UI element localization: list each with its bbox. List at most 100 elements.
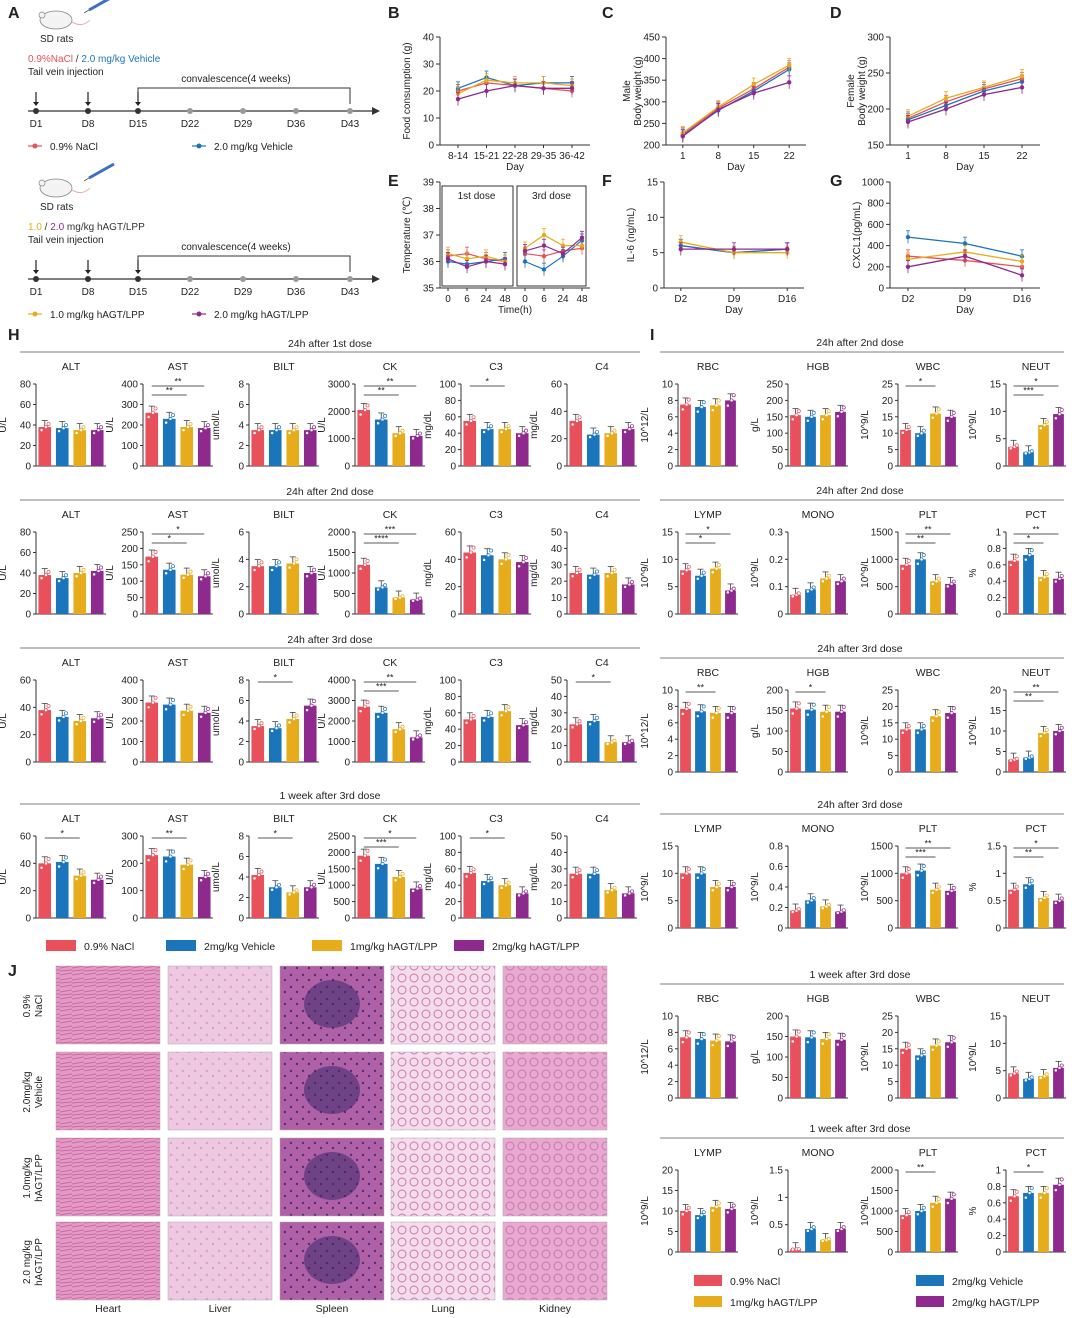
significance-stars: ** bbox=[697, 683, 705, 693]
bar-vehicle bbox=[805, 1229, 816, 1252]
bar-nacl bbox=[1008, 1073, 1019, 1098]
data-point bbox=[164, 859, 169, 864]
bar-nacl bbox=[463, 420, 477, 466]
data-point bbox=[809, 707, 814, 712]
injection-arrowhead-icon bbox=[33, 102, 39, 106]
data-point bbox=[418, 733, 422, 738]
data-point bbox=[146, 858, 151, 863]
y-tick-label: 0.2 bbox=[987, 1231, 1001, 1242]
histology-image-heart bbox=[55, 965, 161, 1045]
data-point bbox=[252, 431, 257, 435]
bar-high bbox=[945, 890, 956, 928]
x-tick-label: 6 bbox=[464, 294, 470, 305]
data-point bbox=[900, 1216, 905, 1221]
data-point-high bbox=[943, 106, 949, 112]
bar-nacl bbox=[900, 729, 911, 772]
y-tick-label: 20 bbox=[445, 582, 457, 593]
bar-high bbox=[1053, 731, 1064, 772]
y-tick-label: 30 bbox=[551, 864, 563, 875]
bar-vehicle bbox=[915, 433, 926, 466]
data-point bbox=[99, 874, 103, 879]
data-point bbox=[1038, 898, 1043, 903]
data-point bbox=[393, 729, 398, 734]
y-axis-label: Body weight (g) bbox=[857, 56, 868, 125]
y-tick-label: 150 bbox=[121, 560, 138, 571]
significance-stars: ** bbox=[1025, 848, 1033, 858]
data-point bbox=[1023, 1195, 1028, 1200]
data-point bbox=[309, 571, 314, 575]
data-point bbox=[365, 700, 370, 705]
analyte-title: RBC bbox=[697, 993, 720, 1005]
y-tick-label: 0 bbox=[777, 1248, 783, 1259]
legend-label: 0.9% NaCl bbox=[730, 1276, 780, 1288]
data-point bbox=[489, 711, 493, 716]
data-point-low bbox=[787, 62, 792, 68]
data-point-high bbox=[464, 264, 470, 269]
y-tick-label: 10 bbox=[662, 1207, 674, 1218]
rat-icon bbox=[39, 10, 73, 30]
y-tick-label: 60 bbox=[20, 832, 32, 843]
y-tick-label: 40 bbox=[423, 33, 435, 44]
bar-vehicle bbox=[915, 1055, 926, 1098]
i-row-6: 1 week after 3rd doseLYMP0510152010^9/LM… bbox=[640, 1123, 1066, 1259]
y-axis-label: U/L bbox=[0, 565, 9, 581]
x-tick-label: 48 bbox=[576, 294, 588, 305]
y-tick-label: 15 bbox=[882, 412, 894, 423]
data-point bbox=[790, 711, 795, 716]
bar-nacl bbox=[1008, 889, 1019, 928]
bar-low bbox=[930, 889, 941, 928]
data-point bbox=[146, 559, 151, 564]
data-point bbox=[936, 709, 941, 714]
data-point bbox=[716, 1034, 721, 1038]
y-tick-label: 80 bbox=[445, 692, 457, 703]
data-point bbox=[274, 726, 279, 731]
data-point bbox=[164, 420, 169, 425]
bar-vehicle bbox=[268, 430, 282, 466]
y-axis-label: U/L bbox=[105, 869, 116, 885]
y-tick-label: 20 bbox=[551, 434, 563, 445]
timeline-day-label: D8 bbox=[82, 119, 95, 130]
y-tick-label: 60 bbox=[445, 528, 457, 539]
analyte-title: PLT bbox=[919, 509, 938, 521]
data-point bbox=[826, 704, 831, 709]
data-point bbox=[1008, 890, 1013, 895]
data-point bbox=[731, 881, 736, 886]
y-axis-label: 10^9/L bbox=[968, 410, 979, 440]
y-tick-label: 1500 bbox=[871, 528, 894, 539]
bar-low bbox=[710, 712, 721, 772]
data-point bbox=[181, 712, 186, 717]
data-point bbox=[710, 888, 715, 893]
y-tick-label: 10 bbox=[990, 407, 1002, 418]
bar-vehicle bbox=[1023, 1078, 1034, 1098]
bar-nacl bbox=[790, 1036, 801, 1098]
y-tick-label: 2 bbox=[667, 1077, 673, 1088]
y-tick-label: 0 bbox=[344, 758, 350, 769]
data-point bbox=[1023, 885, 1028, 890]
y-tick-label: 150 bbox=[766, 706, 783, 717]
bar-chart-c3: C3 0 20 40 60 80 100 mg/dL * bbox=[423, 813, 531, 925]
y-tick-label: 4 bbox=[238, 421, 244, 432]
data-point bbox=[188, 704, 193, 709]
y-tick-label: 0 bbox=[887, 1094, 893, 1105]
y-tick-label: 2000 bbox=[328, 717, 351, 728]
data-point bbox=[482, 557, 487, 562]
legend-label: 1mg/kg hAGT/LPP bbox=[350, 941, 438, 953]
histology-image-liver bbox=[167, 1137, 273, 1217]
timeline-dot bbox=[293, 276, 299, 282]
data-point bbox=[627, 427, 632, 432]
data-point bbox=[949, 581, 954, 586]
data-point bbox=[921, 864, 926, 868]
data-point bbox=[605, 890, 610, 895]
rat-ear-icon bbox=[38, 11, 46, 19]
y-tick-label: 60 bbox=[20, 400, 32, 411]
data-point bbox=[464, 874, 469, 879]
data-point bbox=[716, 1201, 721, 1206]
data-point bbox=[1012, 558, 1017, 563]
legend-label: 1.0 mg/kg hAGT/LPP bbox=[50, 310, 145, 321]
y-tick-label: 40 bbox=[551, 544, 563, 555]
y-tick-label: 20 bbox=[990, 686, 1002, 697]
data-point bbox=[794, 413, 799, 418]
panel-letter-f: F bbox=[602, 173, 612, 190]
histology-image-liver bbox=[167, 965, 273, 1045]
data-point bbox=[305, 574, 310, 579]
